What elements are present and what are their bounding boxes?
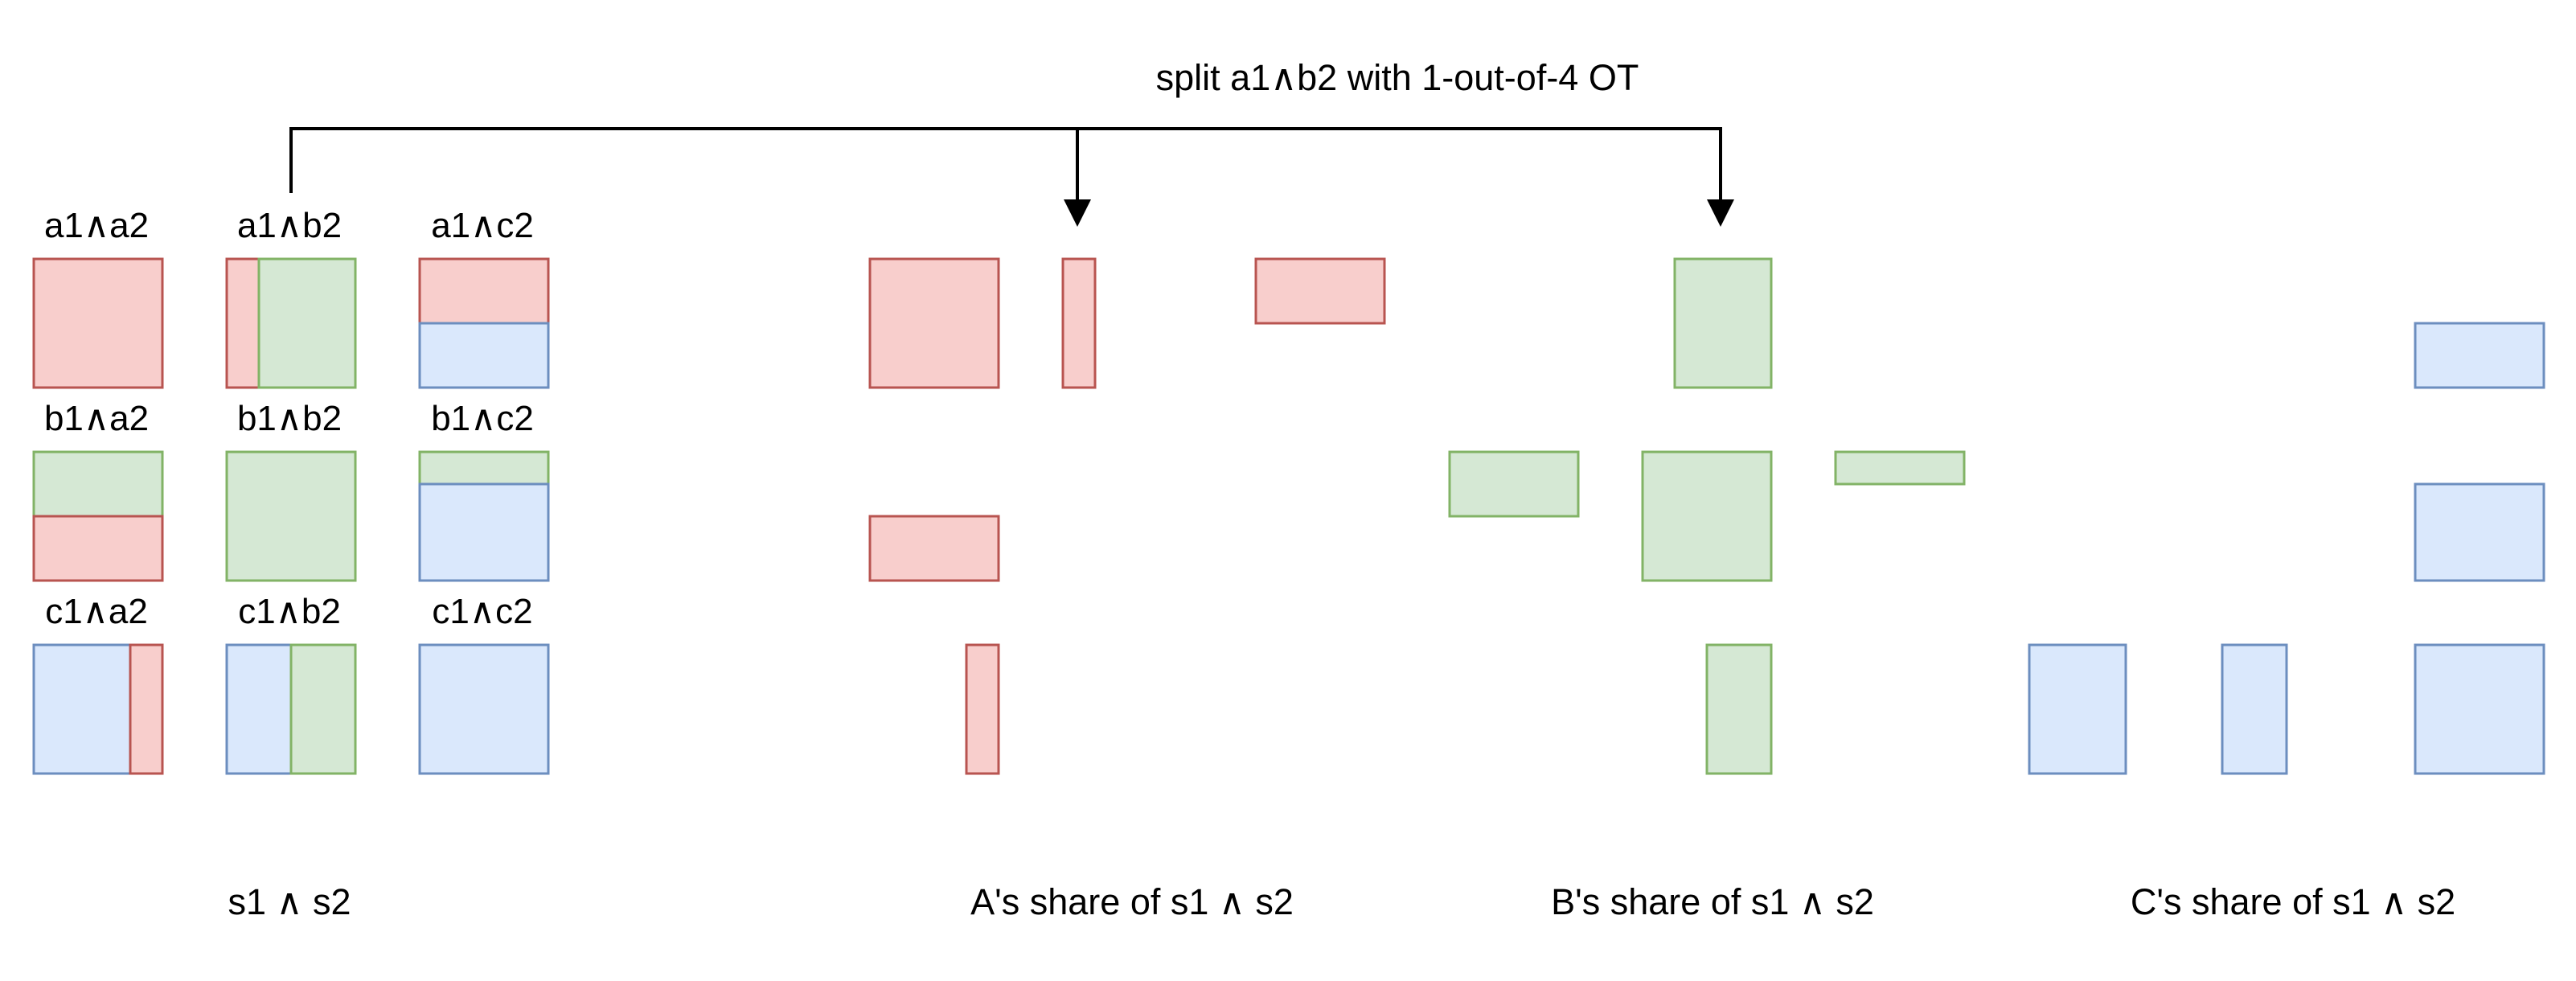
connector-bracket	[289, 127, 1722, 193]
cell-c1c2-blue	[418, 643, 550, 775]
arrowhead-a-share	[1064, 199, 1091, 227]
cell-c1a2-blue	[32, 643, 132, 775]
ot-split-label: split a1∧b2 with 1-out-of-4 OT	[1156, 57, 1639, 98]
cell-c1a2-red	[129, 643, 164, 775]
c-share-c1c2	[2414, 643, 2545, 775]
b-share-pieces	[1448, 257, 1966, 775]
a-share-a1a2	[868, 257, 1000, 389]
cell-a1c2-red	[418, 257, 550, 325]
cell-label-c1c2: c1∧c2	[432, 592, 532, 631]
cell-label-b1b2: b1∧b2	[237, 399, 342, 438]
cell-b1c2-green	[418, 450, 550, 486]
cell-b1b2-green	[225, 450, 357, 582]
b-share-b1b2	[1641, 450, 1773, 582]
c-share-a1c2	[2414, 322, 2545, 389]
cell-a1a2-red	[32, 257, 164, 389]
caption-a-share: A's share of s1 ∧ s2	[970, 881, 1294, 922]
a-share-a1c2	[1254, 257, 1386, 325]
cell-a1c2-blue	[418, 322, 550, 389]
cell-label-b1c2: b1∧c2	[431, 399, 534, 438]
cell-label-c1b2: c1∧b2	[238, 592, 341, 631]
c-share-c1b2	[2221, 643, 2288, 775]
b-share-b1a2	[1448, 450, 1580, 518]
product-grid: a1∧a2 a1∧b2 a1∧c2 b1∧a2 b1∧b2 b1∧c2 c1∧a…	[32, 206, 550, 775]
cell-c1b2-green	[289, 643, 357, 775]
cell-b1a2-green	[32, 450, 164, 518]
cell-a1b2-green	[257, 257, 357, 389]
cell-b1c2-blue	[418, 482, 550, 582]
cell-b1a2-red	[32, 515, 164, 582]
caption-c-share: C's share of s1 ∧ s2	[2131, 881, 2455, 922]
a-share-a1b2	[1061, 257, 1097, 389]
b-share-c1b2	[1705, 643, 1773, 775]
arrowhead-b-share	[1707, 199, 1734, 227]
c-share-b1c2	[2414, 482, 2545, 582]
caption-b-share: B's share of s1 ∧ s2	[1551, 881, 1874, 922]
ot-connector	[289, 127, 1722, 201]
caption-product: s1 ∧ s2	[228, 881, 351, 922]
a-share-b1a2	[868, 515, 1000, 582]
a-share-c1a2	[965, 643, 1000, 775]
c-share-pieces	[2028, 322, 2545, 775]
cell-label-b1a2: b1∧a2	[44, 399, 149, 438]
cell-label-a1a2: a1∧a2	[44, 206, 149, 245]
b-share-b1c2	[1834, 450, 1966, 486]
c-share-c1a2	[2028, 643, 2127, 775]
cell-label-c1a2: c1∧a2	[45, 592, 148, 631]
cell-c1b2-blue	[225, 643, 293, 775]
cell-label-a1b2: a1∧b2	[237, 206, 342, 245]
cell-a1b2-red	[225, 257, 260, 389]
b-share-a1b2	[1673, 257, 1773, 389]
a-share-pieces	[868, 257, 1386, 775]
cell-label-a1c2: a1∧c2	[431, 206, 534, 245]
